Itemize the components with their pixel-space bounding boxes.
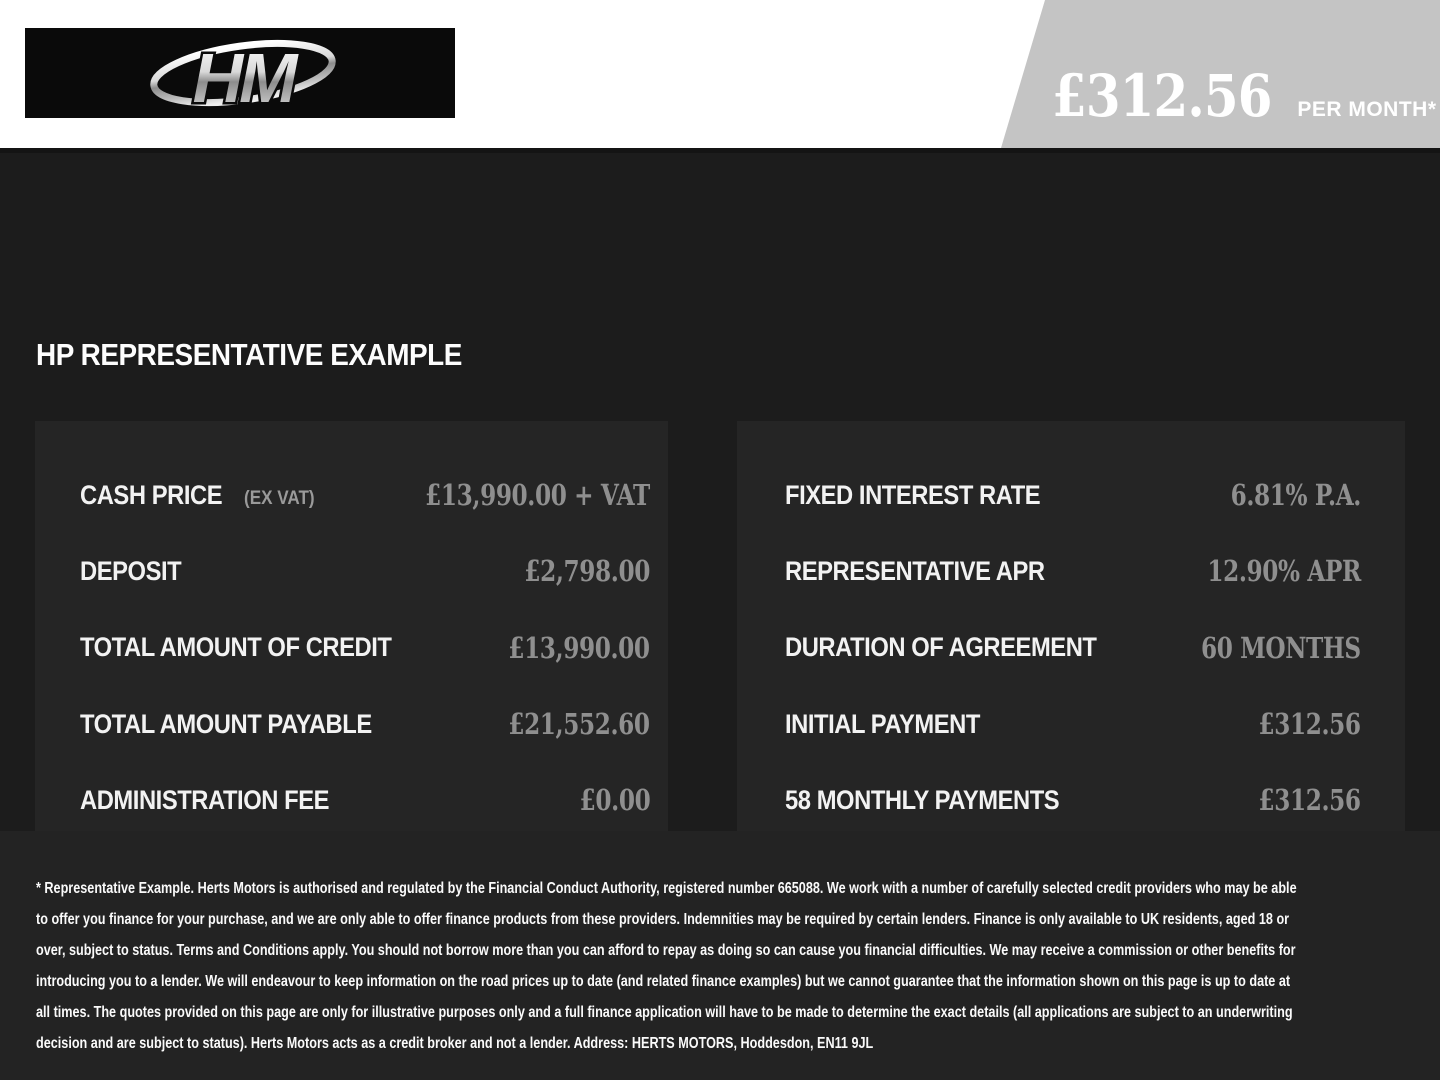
- row-value: £13,990.00 + VAT: [425, 478, 650, 513]
- header: HM £312.56 PER MONTH*: [0, 0, 1440, 148]
- row-label: DEPOSIT: [80, 555, 182, 586]
- finance-row-deposit: DEPOSIT £2,798.00: [35, 533, 668, 609]
- hm-logo-icon: HM: [150, 37, 336, 120]
- row-value: 6.81% P.A.: [1230, 478, 1362, 513]
- finance-row-total-payable: TOTAL AMOUNT PAYABLE £21,552.60: [35, 686, 668, 762]
- row-value: 60 MONTHS: [1201, 630, 1361, 665]
- row-label: 58 MONTHLY PAYMENTS: [785, 784, 1060, 815]
- page-title: HP REPRESENTATIVE EXAMPLE: [36, 337, 462, 372]
- finance-example-section: HP REPRESENTATIVE EXAMPLE CASH PRICE (EX…: [0, 148, 1440, 951]
- row-value: £13,990.00: [508, 630, 651, 665]
- finance-row-monthly-payments: 58 MONTHLY PAYMENTS £312.56: [737, 762, 1405, 838]
- per-month-banner: £312.56 PER MONTH*: [1001, 0, 1440, 148]
- finance-row-interest-rate: FIXED INTEREST RATE 6.81% P.A.: [737, 457, 1405, 533]
- row-value: £312.56: [1258, 707, 1362, 742]
- row-value: 12.90% APR: [1207, 554, 1362, 589]
- row-label: TOTAL AMOUNT OF CREDIT: [80, 632, 392, 663]
- row-value: £2,798.00: [524, 554, 650, 589]
- finance-row-apr: REPRESENTATIVE APR 12.90% APR: [737, 533, 1405, 609]
- row-label: CASH PRICE: [80, 479, 223, 510]
- row-label: INITIAL PAYMENT: [785, 708, 980, 739]
- row-label: DURATION OF AGREEMENT: [785, 632, 1097, 663]
- finance-row-admin-fee: ADMINISTRATION FEE £0.00: [35, 762, 668, 838]
- dealer-logo: HM: [25, 28, 455, 120]
- row-label: REPRESENTATIVE APR: [785, 555, 1045, 586]
- row-value: £312.56: [1258, 783, 1362, 818]
- finance-row-total-credit: TOTAL AMOUNT OF CREDIT £13,990.00: [35, 610, 668, 686]
- disclaimer-text: * Representative Example. Herts Motors i…: [36, 880, 1297, 1052]
- finance-row-cash-price: CASH PRICE (EX VAT) £13,990.00 + VAT: [35, 457, 668, 533]
- footer: * Representative Example. Herts Motors i…: [0, 831, 1440, 1080]
- finance-row-initial-payment: INITIAL PAYMENT £312.56: [737, 686, 1405, 762]
- row-value: £21,552.60: [508, 707, 651, 742]
- row-label: ADMINISTRATION FEE: [80, 784, 330, 815]
- finance-row-duration: DURATION OF AGREEMENT 60 MONTHS: [737, 610, 1405, 686]
- row-value: £0.00: [579, 783, 650, 818]
- row-label: TOTAL AMOUNT PAYABLE: [80, 708, 372, 739]
- logo-hm-text: HM: [193, 39, 300, 117]
- row-note: (EX VAT): [243, 487, 315, 509]
- row-label: FIXED INTEREST RATE: [785, 479, 1041, 510]
